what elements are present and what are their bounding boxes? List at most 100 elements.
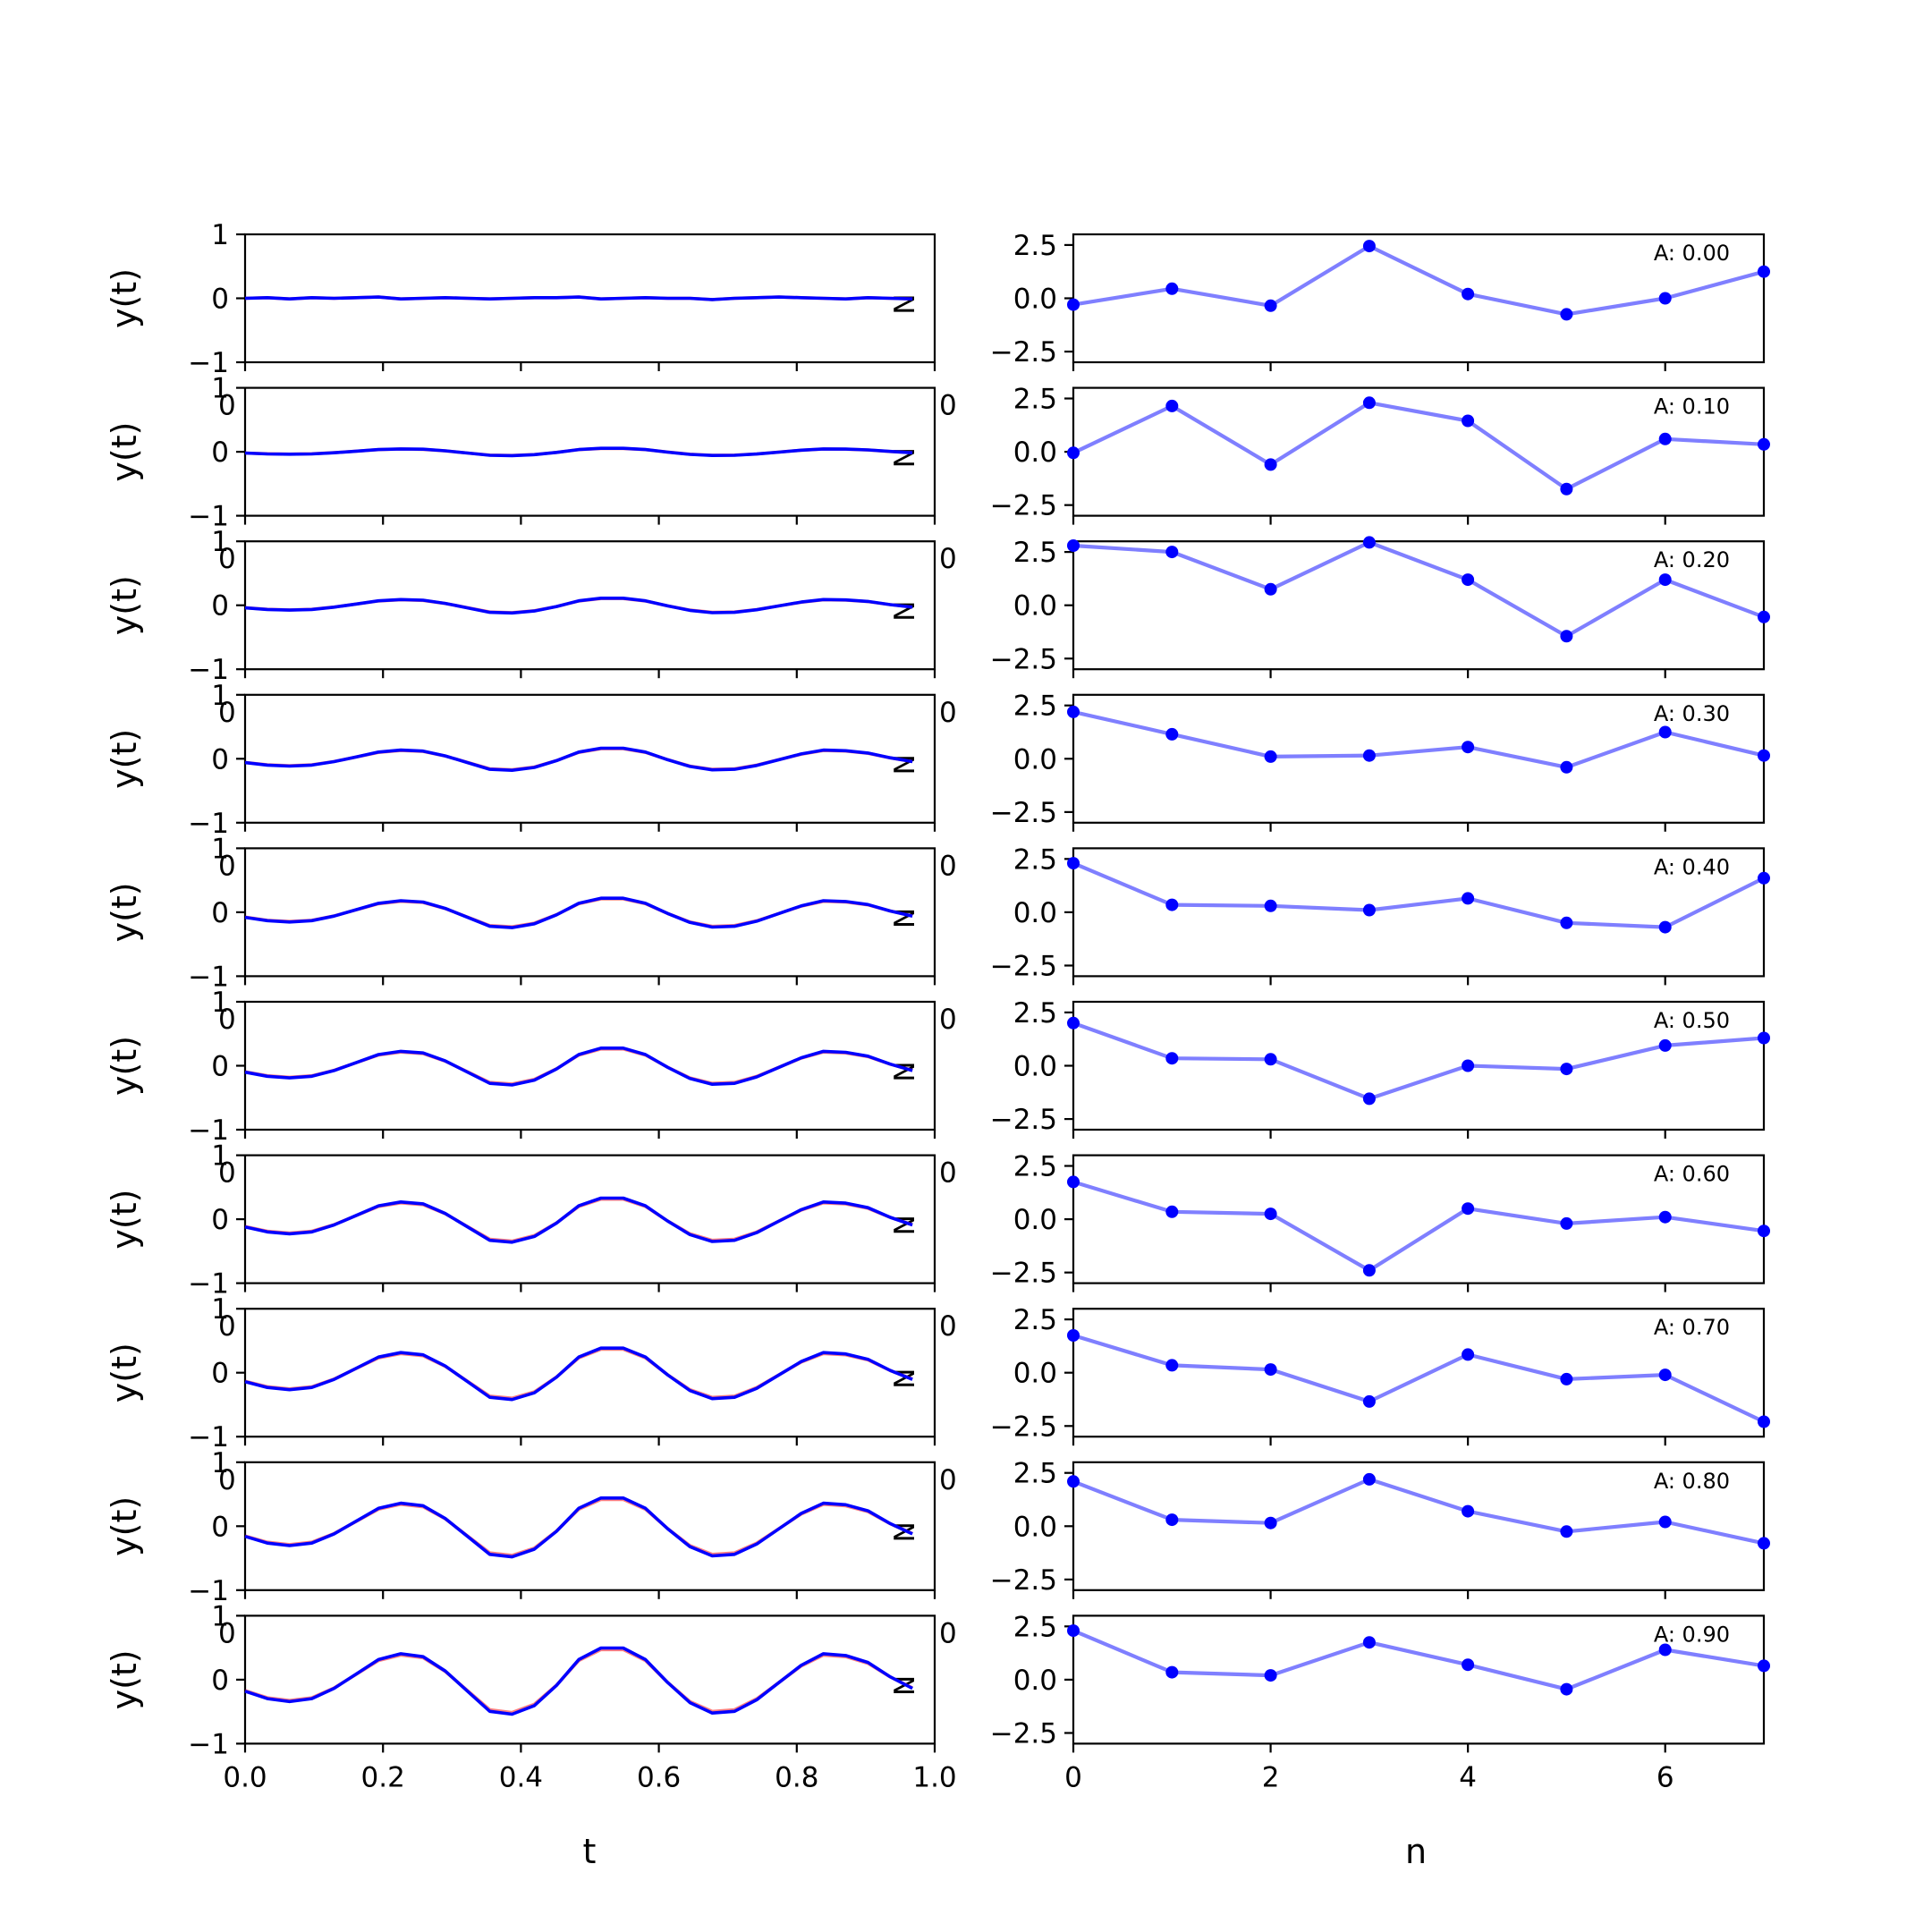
right-subplot: −2.5 0.0 2.5 0 2 4 6 0 A: 0.90 (939, 1611, 1770, 1793)
y-tick-label: 2.5 (1013, 691, 1057, 723)
overlap-tick-label: 0 (218, 850, 236, 882)
sequence-point (1165, 898, 1179, 911)
sequence-point (1165, 282, 1179, 295)
x-tick-label: 0 (1064, 1761, 1082, 1793)
sequence-point (1264, 1053, 1277, 1066)
overlap-tick-label: 0 (939, 1617, 957, 1649)
overlap-tick-label: 0 (939, 850, 957, 882)
sequence-point (1067, 539, 1080, 552)
y-tick-label: 0.0 (1013, 897, 1057, 929)
y-tick-label: −1 (188, 654, 229, 686)
x-tick-label: 0.4 (499, 1761, 543, 1793)
sequence-point (1560, 916, 1573, 929)
sequence-point (1658, 1643, 1672, 1657)
sequence-point (1362, 536, 1376, 549)
sequence-point (1758, 1415, 1770, 1428)
sequence-line (1072, 1333, 1765, 1424)
y-axis-label: y(t) (105, 1190, 144, 1250)
y-tick-label: 0.0 (1013, 1051, 1057, 1083)
sequence-point (1758, 437, 1770, 451)
sequence-point (1165, 546, 1179, 559)
sequence-point (1165, 1665, 1179, 1679)
x-tick-label: 0.2 (361, 1761, 405, 1793)
signal-line (244, 295, 913, 301)
sequence-point (1264, 1669, 1277, 1682)
amplitude-annotation: A: 0.10 (1654, 394, 1730, 419)
sequence-point (1462, 414, 1475, 428)
y-axis-label: y(t) (105, 1036, 144, 1096)
sequence-point (1758, 265, 1770, 278)
right-subplot: −2.5 0.0 2.5 0 A: 0.20 (939, 536, 1770, 679)
x-tick-label: 4 (1459, 1761, 1477, 1793)
y-tick-label: 2.5 (1013, 230, 1057, 262)
x-tick-label: 0.6 (637, 1761, 681, 1793)
y-tick-label: −1 (188, 1268, 229, 1301)
sequence-point (1362, 749, 1376, 762)
y-tick-label: 1 (211, 1140, 229, 1173)
right-subplot: −2.5 0.0 2.5 A: 0.00 (990, 230, 1770, 371)
sequence-point (1067, 1624, 1080, 1638)
sequence-point (1658, 432, 1672, 445)
y-axis-label: y(t) (105, 268, 144, 328)
sequence-point (1462, 1348, 1475, 1361)
sequence-point (1560, 760, 1573, 774)
sequence-point (1462, 573, 1475, 587)
sequence-point (1560, 630, 1573, 643)
y-tick-label: 0 (211, 284, 229, 316)
sequence-point (1758, 1031, 1770, 1045)
y-tick-label: 1 (211, 1600, 229, 1632)
sequence-point (1462, 892, 1475, 905)
sequence-point (1560, 308, 1573, 321)
overlap-tick-label: 0 (218, 1157, 236, 1190)
y-tick-label: 1 (211, 526, 229, 558)
sequence-point (1264, 299, 1277, 312)
y-tick-label: 0 (211, 897, 229, 929)
y-axis-label: y(t) (105, 882, 144, 942)
right-subplot: −2.5 0.0 2.5 0 A: 0.40 (939, 843, 1770, 986)
y-tick-label: 1 (211, 219, 229, 251)
right-x-axis-label: n (1405, 1832, 1427, 1871)
signal-line (244, 1046, 913, 1087)
sequence-point (1462, 1202, 1475, 1216)
right-subplot: −2.5 0.0 2.5 0 A: 0.70 (939, 1304, 1770, 1446)
sequence-point (1560, 1525, 1573, 1538)
sequence-point (1067, 857, 1080, 870)
sequence-point (1658, 725, 1672, 739)
y-tick-label: 1 (211, 680, 229, 712)
sequence-line (1072, 244, 1765, 317)
y-tick-label: 0 (211, 1358, 229, 1390)
y-tick-label: 0.0 (1013, 590, 1057, 623)
sequence-point (1560, 1216, 1573, 1230)
y-axis-label: y(t) (105, 422, 144, 482)
y-tick-label: −1 (188, 808, 229, 840)
amplitude-annotation: A: 0.00 (1654, 241, 1730, 266)
sequence-point (1165, 727, 1179, 741)
y-tick-label: 2.5 (1013, 1304, 1057, 1336)
y-tick-label: 0 (211, 1204, 229, 1236)
y-tick-label: 2.5 (1013, 1458, 1057, 1490)
y-tick-label: 0.0 (1013, 284, 1057, 316)
sequence-point (1165, 1513, 1179, 1527)
sequence-point (1362, 1394, 1376, 1408)
amplitude-annotation: A: 0.50 (1654, 1008, 1730, 1033)
sequence-point (1362, 396, 1376, 410)
overlap-tick-label: 0 (218, 1310, 236, 1343)
right-subplot: −2.5 0.0 2.5 0 A: 0.60 (939, 1151, 1770, 1292)
sequence-point (1462, 1504, 1475, 1518)
sequence-point (1362, 1264, 1376, 1277)
sequence-line (1072, 540, 1765, 639)
y-tick-label: 0.0 (1013, 1204, 1057, 1236)
y-tick-label: 0 (211, 743, 229, 775)
overlap-tick-label: 0 (939, 1310, 957, 1343)
sequence-point (1264, 1516, 1277, 1530)
overlap-tick-label: 0 (939, 1157, 957, 1190)
y-tick-label: 1 (211, 987, 229, 1019)
overlap-tick-label: 0 (218, 1617, 236, 1649)
signal-line (244, 1196, 913, 1244)
sequence-point (1462, 1059, 1475, 1072)
